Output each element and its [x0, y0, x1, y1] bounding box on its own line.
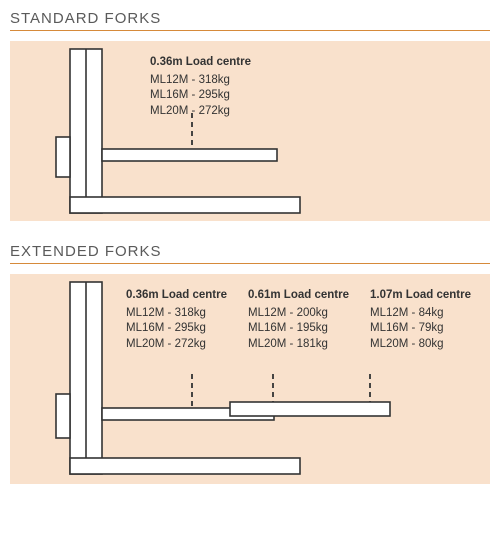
- diagram-panel: 0.36m Load centre ML12M - 318kgML16M - 2…: [10, 41, 490, 221]
- load-centre-title: 0.36m Load centre: [126, 288, 227, 304]
- load-row: ML20M - 272kg: [150, 104, 251, 120]
- load-centre-block: 0.36m Load centre ML12M - 318kgML16M - 2…: [126, 288, 227, 352]
- load-row: ML16M - 195kg: [248, 321, 349, 337]
- section-title: EXTENDED FORKS: [10, 243, 490, 260]
- load-row: ML12M - 84kg: [370, 306, 471, 322]
- section-standard: STANDARD FORKS 0.36m Load centre ML12M -…: [10, 10, 490, 221]
- load-centre-block: 0.36m Load centre ML12M - 318kgML16M - 2…: [150, 55, 251, 119]
- section-title: STANDARD FORKS: [10, 10, 490, 27]
- load-row: ML20M - 80kg: [370, 337, 471, 353]
- load-centre-block: 0.61m Load centre ML12M - 200kgML16M - 1…: [248, 288, 349, 352]
- load-row: ML20M - 272kg: [126, 337, 227, 353]
- load-row: ML20M - 181kg: [248, 337, 349, 353]
- section-rule: [10, 30, 490, 31]
- load-centre-title: 1.07m Load centre: [370, 288, 471, 304]
- load-centre-title: 0.61m Load centre: [248, 288, 349, 304]
- section-rule: [10, 263, 490, 264]
- section-extended: EXTENDED FORKS 0.36m Load centre ML12M -…: [10, 243, 490, 484]
- load-row: ML12M - 318kg: [150, 73, 251, 89]
- load-row: ML16M - 295kg: [150, 88, 251, 104]
- load-row: ML16M - 79kg: [370, 321, 471, 337]
- load-row: ML16M - 295kg: [126, 321, 227, 337]
- load-centre-block: 1.07m Load centre ML12M - 84kgML16M - 79…: [370, 288, 471, 352]
- load-row: ML12M - 200kg: [248, 306, 349, 322]
- load-row: ML12M - 318kg: [126, 306, 227, 322]
- load-centre-title: 0.36m Load centre: [150, 55, 251, 71]
- diagram-panel: 0.36m Load centre ML12M - 318kgML16M - 2…: [10, 274, 490, 484]
